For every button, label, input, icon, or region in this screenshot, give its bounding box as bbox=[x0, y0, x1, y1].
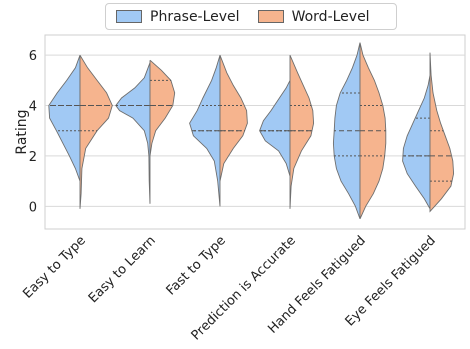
violin-word-5 bbox=[429, 52, 455, 213]
legend-swatch-phrase-level bbox=[116, 10, 142, 23]
violin-phrase-4 bbox=[332, 42, 361, 220]
y-tick-label: 6 bbox=[29, 49, 37, 64]
legend-swatch-word-level bbox=[257, 10, 284, 23]
violin-layer bbox=[48, 42, 455, 220]
violin-phrase-3 bbox=[259, 80, 291, 177]
y-axis-label: Rating bbox=[14, 109, 30, 154]
plot-frame bbox=[44, 34, 466, 230]
violin-word-1 bbox=[149, 59, 176, 156]
violin-word-0 bbox=[79, 54, 113, 209]
y-tick-label: 4 bbox=[29, 100, 37, 115]
violin-word-3 bbox=[289, 55, 315, 209]
y-tick-label: 2 bbox=[29, 150, 37, 165]
violin-phrase-0 bbox=[48, 55, 81, 182]
legend-label-word-level: Word-Level bbox=[291, 8, 370, 25]
violin-phrase-2 bbox=[189, 55, 221, 207]
x-tick-label: Easy to Type bbox=[20, 233, 88, 301]
x-tick-label: Easy to Learn bbox=[86, 233, 159, 306]
y-tick-label: 0 bbox=[29, 200, 37, 215]
legend: Phrase-Level Word-Level bbox=[105, 3, 397, 30]
legend-label-phrase-level: Phrase-Level bbox=[150, 8, 240, 25]
legend-item-word-level: Word-Level bbox=[257, 8, 370, 25]
violin-phrase-1 bbox=[115, 62, 151, 204]
legend-item-phrase-level: Phrase-Level bbox=[116, 9, 240, 25]
violin-phrase-5 bbox=[402, 75, 431, 210]
grid-layer bbox=[44, 34, 466, 230]
x-tick-label: Fast to Type bbox=[164, 233, 229, 298]
violin-word-2 bbox=[219, 55, 248, 182]
